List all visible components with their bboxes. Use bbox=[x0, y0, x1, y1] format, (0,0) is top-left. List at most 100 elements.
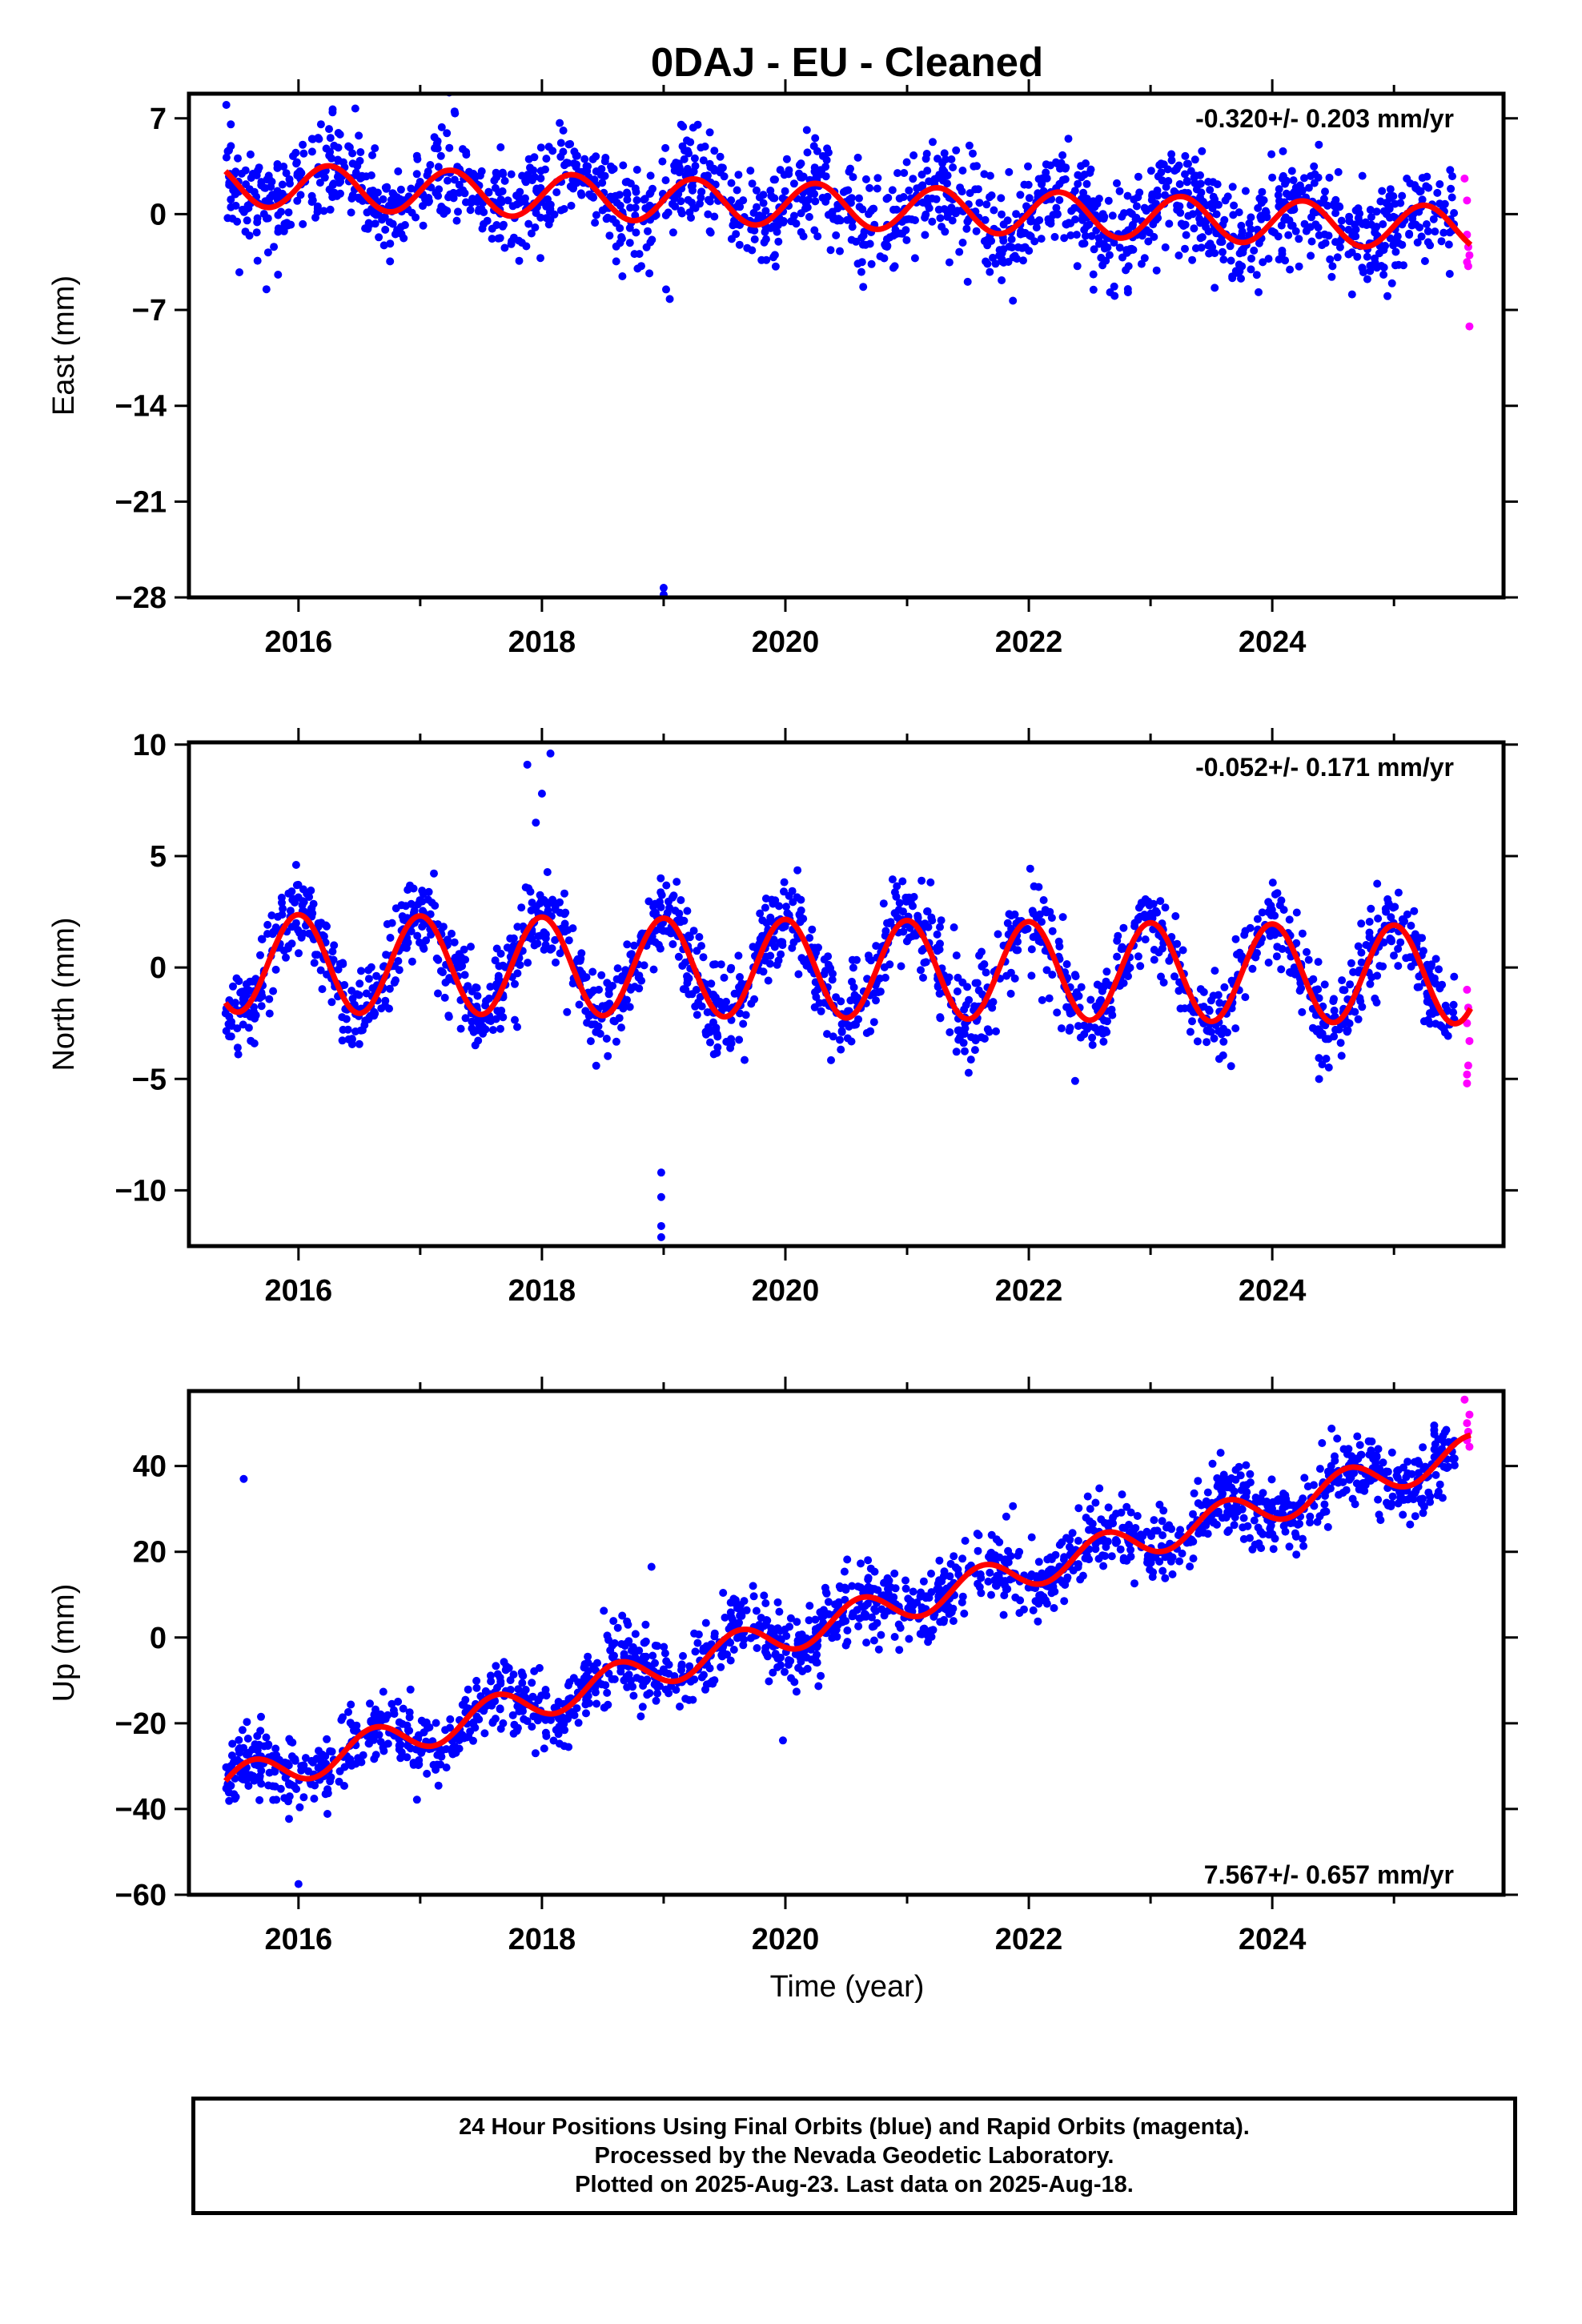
final-orbit-points bbox=[222, 1421, 1459, 1888]
final-orbit-point bbox=[665, 903, 674, 912]
final-orbit-point bbox=[337, 1715, 346, 1724]
final-orbit-point bbox=[348, 159, 357, 168]
final-orbit-point bbox=[1162, 183, 1170, 191]
final-orbit-point bbox=[629, 1691, 638, 1700]
final-orbit-point bbox=[347, 1700, 355, 1709]
final-orbit-point bbox=[762, 1650, 771, 1659]
final-orbit-point bbox=[1447, 184, 1456, 193]
final-orbit-point bbox=[313, 951, 322, 959]
final-orbit-point bbox=[379, 1747, 388, 1755]
model-fit-line bbox=[223, 911, 1473, 1027]
final-orbit-point bbox=[1314, 958, 1323, 967]
final-orbit-point bbox=[1074, 1504, 1083, 1513]
final-orbit-point bbox=[958, 187, 966, 196]
final-orbit-point bbox=[1268, 1530, 1277, 1538]
final-orbit-point bbox=[644, 227, 652, 235]
final-orbit-point bbox=[1330, 1032, 1339, 1041]
final-orbit-point bbox=[521, 1686, 530, 1694]
final-orbit-point bbox=[1219, 1037, 1228, 1046]
final-orbit-point bbox=[854, 1015, 862, 1023]
final-orbit-point bbox=[771, 262, 780, 271]
final-orbit-point bbox=[285, 1815, 293, 1823]
final-orbit-point bbox=[685, 208, 694, 217]
final-orbit-point bbox=[974, 1546, 982, 1555]
final-orbit-point bbox=[755, 1622, 764, 1631]
final-orbit-point bbox=[437, 1752, 446, 1761]
final-orbit-point bbox=[588, 967, 597, 976]
final-orbit-point bbox=[305, 929, 313, 938]
final-orbit-point bbox=[1166, 1557, 1175, 1566]
final-orbit-point bbox=[1204, 241, 1213, 250]
final-orbit-point bbox=[697, 1673, 706, 1682]
final-orbit-point bbox=[1235, 208, 1243, 217]
final-orbit-point bbox=[648, 1651, 657, 1660]
final-orbit-point bbox=[780, 887, 788, 896]
final-orbit-point bbox=[1153, 908, 1162, 917]
final-orbit-point bbox=[707, 979, 716, 988]
final-orbit-point bbox=[1165, 1551, 1174, 1560]
final-orbit-point bbox=[861, 175, 870, 183]
final-orbit-point bbox=[764, 976, 773, 985]
final-orbit-point bbox=[1215, 1507, 1223, 1516]
final-orbit-point bbox=[1255, 239, 1263, 247]
final-orbit-point bbox=[569, 1674, 578, 1683]
final-orbit-point bbox=[404, 1741, 412, 1750]
final-orbit-point bbox=[407, 927, 416, 935]
final-orbit-point bbox=[509, 1671, 518, 1679]
final-orbit-point bbox=[440, 993, 449, 1002]
final-orbit-point bbox=[790, 1678, 799, 1687]
final-orbit-point bbox=[652, 1696, 661, 1705]
final-orbit-point bbox=[632, 166, 641, 174]
final-orbit-point bbox=[1315, 1465, 1324, 1474]
final-orbit-point bbox=[1269, 1545, 1278, 1554]
final-orbit-point bbox=[371, 144, 379, 153]
final-orbit-point bbox=[1241, 993, 1250, 1002]
x-tick-label: 2020 bbox=[752, 1274, 820, 1308]
final-orbit-point bbox=[1009, 296, 1018, 305]
final-orbit-point bbox=[616, 201, 624, 210]
final-orbit-point bbox=[340, 1763, 349, 1771]
final-orbit-point bbox=[1303, 1482, 1312, 1491]
final-orbit-point bbox=[637, 976, 646, 985]
rapid-orbit-point bbox=[1464, 262, 1472, 271]
rate-label: -0.052+/- 0.171 mm/yr bbox=[1195, 753, 1454, 782]
final-orbit-point bbox=[1082, 222, 1091, 231]
final-orbit-point bbox=[1123, 285, 1132, 293]
final-orbit-point bbox=[805, 934, 814, 943]
final-orbit-point bbox=[1247, 265, 1255, 274]
final-orbit-point bbox=[1061, 163, 1070, 172]
final-orbit-point bbox=[524, 219, 533, 228]
final-orbit-point bbox=[733, 1634, 741, 1642]
final-orbit-point bbox=[802, 961, 811, 970]
final-orbit-point bbox=[961, 1047, 969, 1055]
final-orbit-point bbox=[709, 1018, 717, 1027]
final-orbit-point bbox=[1288, 221, 1297, 230]
final-orbit-point bbox=[1003, 919, 1012, 927]
final-orbit-point bbox=[262, 214, 271, 223]
final-orbit-point bbox=[292, 881, 301, 890]
final-orbit-point bbox=[488, 1719, 497, 1727]
final-orbit-point bbox=[568, 1708, 577, 1716]
y-tick-label: 10 bbox=[133, 729, 167, 762]
final-orbit-point bbox=[1230, 201, 1239, 210]
final-orbit-point bbox=[679, 123, 688, 131]
y-tick-label: 0 bbox=[150, 951, 167, 985]
final-orbit-point bbox=[1005, 243, 1014, 251]
final-orbit-point bbox=[1034, 1617, 1042, 1626]
final-orbit-point bbox=[319, 932, 328, 941]
final-orbit-point bbox=[846, 996, 855, 1005]
final-orbit-point bbox=[1119, 944, 1128, 953]
final-orbit-point bbox=[827, 1055, 835, 1064]
final-orbit-point bbox=[1338, 976, 1347, 985]
final-orbit-point bbox=[843, 215, 852, 224]
final-orbit-point bbox=[1182, 159, 1191, 168]
final-orbit-point bbox=[466, 206, 475, 215]
final-orbit-point bbox=[775, 1607, 784, 1616]
rapid-orbit-point bbox=[1463, 1070, 1472, 1079]
final-orbit-point bbox=[1029, 1606, 1038, 1614]
final-orbit-point bbox=[782, 155, 791, 163]
final-orbit-point bbox=[925, 203, 934, 212]
final-orbit-point bbox=[601, 1681, 610, 1690]
final-orbit-point bbox=[733, 203, 741, 211]
final-orbit-point bbox=[1295, 262, 1303, 271]
